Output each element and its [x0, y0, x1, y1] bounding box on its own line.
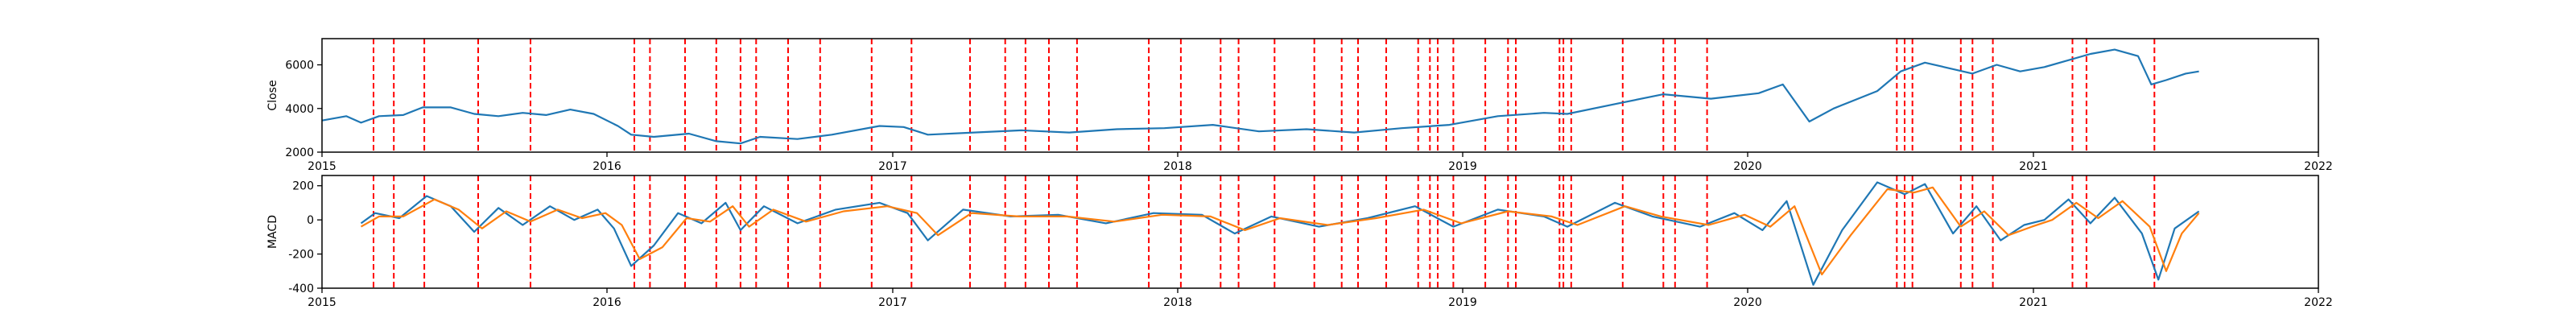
x-tick-label: 2021 [2019, 160, 2048, 173]
macd-x-ticks: 2015 2016 2017 2018 2019 2020 2021 2022 [308, 288, 2333, 309]
x-tick-label: 2022 [2304, 296, 2333, 309]
x-tick-label: 2021 [2019, 296, 2048, 309]
close-plot-area [322, 39, 2318, 152]
close-y-ticks: 2000 4000 6000 [285, 60, 322, 159]
x-tick-label: 2017 [878, 296, 907, 309]
y-tick-label: 0 [307, 214, 314, 227]
macd-y-axis-label: MACD [266, 215, 279, 249]
close-signal-lines [373, 39, 2156, 152]
x-tick-label: 2016 [592, 296, 621, 309]
close-panel: 2000 4000 6000 2015 2016 2017 2018 2019 2020 202… [266, 38, 2333, 173]
close-y-axis-label: Close [266, 80, 279, 110]
close-series-line [321, 48, 2199, 145]
close-x-ticks: 2015 2016 2017 2018 2019 2020 2021 2022 [308, 152, 2333, 173]
macd-y-ticks: -400 -200 0 200 [288, 180, 322, 295]
x-tick-label: 2015 [308, 160, 336, 173]
y-tick-label: 2000 [285, 147, 314, 159]
x-tick-label: 2015 [308, 296, 336, 309]
macd-series-line-1 [360, 181, 2200, 286]
macd-frame [321, 175, 2319, 289]
y-tick-label: 200 [292, 180, 314, 193]
x-tick-label: 2018 [1163, 160, 1192, 173]
macd-panel: -400 -200 0 200 2015 2016 2017 2018 2019 2020 202… [266, 175, 2333, 309]
x-tick-label: 2022 [2304, 160, 2333, 173]
x-tick-label: 2020 [1733, 160, 1762, 173]
y-tick-label: 4000 [285, 103, 314, 116]
x-tick-label: 2020 [1733, 296, 1762, 309]
x-tick-label: 2016 [592, 160, 621, 173]
x-tick-label: 2017 [878, 160, 907, 173]
close-frame [321, 38, 2319, 153]
x-tick-label: 2019 [1448, 160, 1477, 173]
macd-series-line-2 [360, 186, 2200, 276]
macd-plot-area [322, 175, 2318, 288]
y-tick-label: -200 [288, 249, 314, 262]
y-tick-label: 6000 [285, 60, 314, 72]
x-tick-label: 2019 [1448, 296, 1477, 309]
x-tick-label: 2018 [1163, 296, 1192, 309]
y-tick-label: -400 [288, 283, 314, 295]
